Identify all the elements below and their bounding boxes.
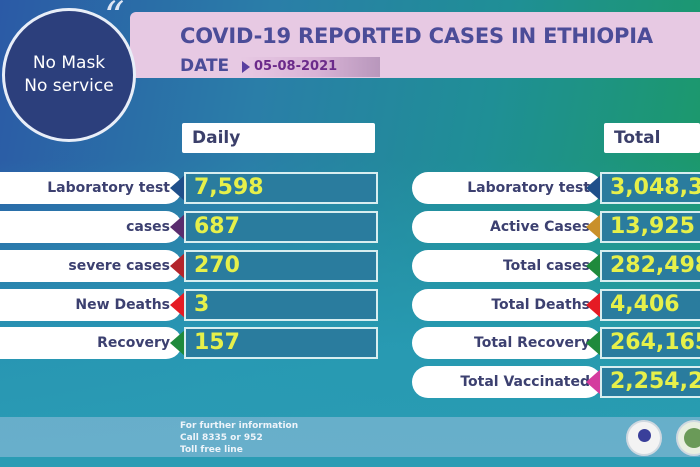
daily-row-value: 270 (184, 250, 378, 282)
footer-info: For further information Call 8335 or 952… (180, 420, 298, 456)
partner-logo (626, 420, 662, 456)
daily-row-label: Laboratory test (0, 172, 182, 204)
daily-row: severe cases 270 (0, 250, 700, 282)
date-value: 05-08-2021 (240, 57, 380, 77)
total-row-value: 264,165 (600, 327, 700, 359)
total-row-label: Active Cases (412, 211, 602, 243)
footer-line2: Call 8335 or 952 (180, 433, 263, 443)
header-band (130, 12, 700, 78)
footer-line1: For further information (180, 421, 299, 431)
daily-row-label: New Deaths (0, 289, 182, 321)
total-row: Total Recovery 264,165 (0, 327, 700, 359)
footer-band (0, 417, 700, 457)
daily-row: Laboratory test 7,598 (0, 172, 700, 204)
total-row: Laboratory test 3,048,3 (0, 172, 700, 204)
daily-row: New Deaths 3 (0, 289, 700, 321)
total-row-label: Total Recovery (412, 327, 602, 359)
daily-row-label: severe cases (0, 250, 182, 282)
daily-row-value: 157 (184, 327, 378, 359)
total-row-value: 3,048,3 (600, 172, 700, 204)
quote-icon: “ (104, 0, 125, 40)
no-mask-badge: No Mask No service (2, 8, 136, 142)
daily-row-value: 3 (184, 289, 378, 321)
daily-row-label: cases (0, 211, 182, 243)
total-row-label: Laboratory test (412, 172, 602, 204)
total-row-label: Total Deaths (412, 289, 602, 321)
total-row-value: 13,925 (600, 211, 700, 243)
total-row-value: 282,498 (600, 250, 700, 282)
ministry-logo (676, 420, 700, 456)
daily-row-value: 7,598 (184, 172, 378, 204)
total-row: Total cases 282,498 (0, 250, 700, 282)
total-header: Total (604, 123, 700, 153)
total-row-value: 2,254,2 (600, 366, 700, 398)
total-row-label: Total Vaccinated (412, 366, 602, 398)
total-row: Total Deaths 4,406 (0, 289, 700, 321)
total-row-label: Total cases (412, 250, 602, 282)
total-row-value: 4,406 (600, 289, 700, 321)
daily-row: Recovery 157 (0, 327, 700, 359)
footer-line3: Toll free line (180, 445, 243, 455)
date-label: DATE (180, 56, 230, 76)
daily-row: cases 687 (0, 211, 700, 243)
badge-line2: No service (24, 76, 114, 96)
daily-row-value: 687 (184, 211, 378, 243)
page-title: COVID-19 REPORTED CASES IN ETHIOPIA (180, 24, 653, 48)
total-row: Active Cases 13,925 (0, 211, 700, 243)
badge-line1: No Mask (32, 53, 106, 73)
daily-row-label: Recovery (0, 327, 182, 359)
daily-header: Daily (182, 123, 375, 153)
total-row: Total Vaccinated 2,254,2 (0, 366, 700, 398)
